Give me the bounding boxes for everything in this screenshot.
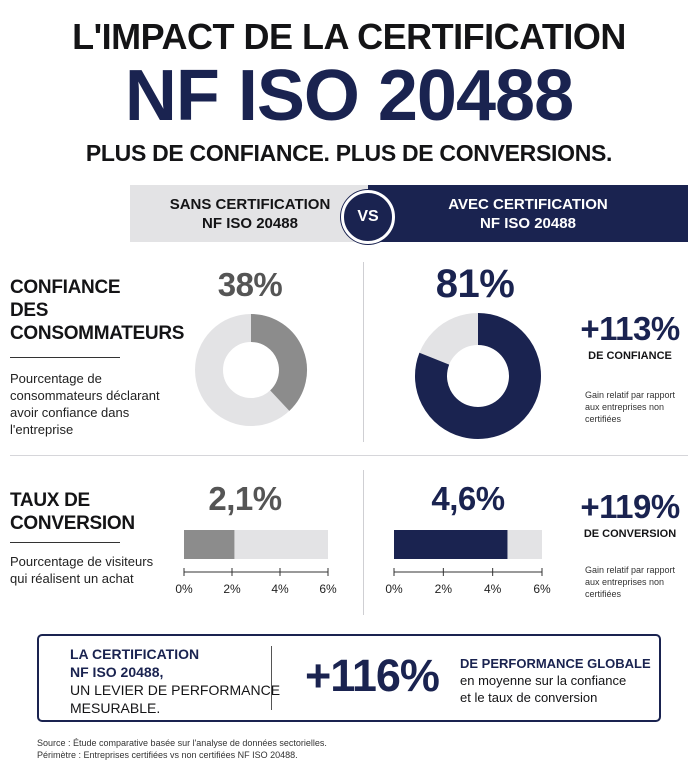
conversion-with-value: 4,6% <box>431 480 505 517</box>
confidence-rule <box>10 357 120 358</box>
confidence-without-arc <box>250 314 307 411</box>
divider-vertical-bottom <box>363 470 364 615</box>
confidence-title: CONFIANCE DES CONSOMMATEURS <box>10 276 184 345</box>
conversion-gain-note-3: certifiées <box>585 589 622 599</box>
confidence-gain-note-1: Gain relatif par rapport <box>585 390 676 400</box>
confidence-with-donut <box>415 313 541 439</box>
conversion-title-1: TAUX DE <box>10 490 90 511</box>
conversion-without-bar-chart: 0% 2% 4% 6% <box>175 530 337 596</box>
conversion-with-tick-label: 6% <box>533 582 551 596</box>
conversion-without-tick-label: 0% <box>175 582 193 596</box>
summary-divider <box>271 646 272 710</box>
without-label-1: SANS CERTIFICATION <box>169 196 331 213</box>
summary-right-1: DE PERFORMANCE GLOBALE <box>460 656 651 671</box>
summary-left-3: UN LEVIER DE PERFORMANCE <box>70 682 281 698</box>
conversion-gain: +119% <box>580 488 680 525</box>
confidence-desc-4: l'entreprise <box>10 422 74 437</box>
conversion-gain-note-2: aux entreprises non <box>585 577 665 587</box>
summary-left-2: NF ISO 20488, <box>70 664 164 680</box>
conversion-gain-note: Gain relatif par rapport aux entreprises… <box>585 564 675 600</box>
divider-vertical-top <box>363 262 364 442</box>
header-without-certification: SANS CERTIFICATION NF ISO 20488 <box>130 185 370 242</box>
summary-left-1: LA CERTIFICATION <box>70 646 200 662</box>
conversion-with-bar-chart: 0% 2% 4% 6% <box>385 530 551 596</box>
footer: Source : Étude comparative basée sur l'a… <box>37 737 327 761</box>
confidence-gain: +113% <box>580 310 680 347</box>
conversion-desc-1: Pourcentage de visiteurs <box>10 554 154 569</box>
summary-left-text: LA CERTIFICATION NF ISO 20488, UN LEVIER… <box>70 645 280 717</box>
confidence-description: Pourcentage de consommateurs déclarant a… <box>10 370 160 438</box>
conversion-with-tick-label: 0% <box>385 582 403 596</box>
summary-right-3: et le taux de conversion <box>460 690 598 705</box>
divider-horizontal <box>10 455 688 456</box>
confidence-with-arc <box>415 313 541 439</box>
confidence-title-2: DES <box>10 300 49 321</box>
title-line-2: NF ISO 20488 <box>124 56 574 136</box>
conversion-title-2: CONVERSION <box>10 513 135 534</box>
confidence-gain-note: Gain relatif par rapport aux entreprises… <box>585 389 675 425</box>
confidence-title-1: CONFIANCE <box>10 277 121 298</box>
conversion-without-tick-label: 6% <box>319 582 337 596</box>
summary-right-2: en moyenne sur la confiance <box>460 673 627 688</box>
tagline: PLUS DE CONFIANCE. PLUS DE CONVERSIONS. <box>85 140 613 166</box>
conversion-desc-2: qui réalisent un achat <box>10 571 134 586</box>
conversion-without-tick-label: 2% <box>223 582 241 596</box>
conversion-title: TAUX DE CONVERSION <box>10 489 135 535</box>
confidence-without-value: 38% <box>217 266 283 303</box>
conversion-with-tick-label: 4% <box>484 582 502 596</box>
conversion-description: Pourcentage de visiteurs qui réalisent u… <box>10 553 153 587</box>
confidence-gain-label: DE CONFIANCE <box>588 350 672 362</box>
confidence-gain-note-3: certifiées <box>585 414 622 424</box>
confidence-without-donut <box>195 314 307 426</box>
header-with-certification: AVEC CERTIFICATION NF ISO 20488 <box>368 185 688 242</box>
summary-big-value: +116% <box>305 650 440 701</box>
conversion-without-tick-label: 4% <box>271 582 289 596</box>
summary-left-4: MESURABLE. <box>70 700 161 716</box>
conversion-with-tick-label: 2% <box>435 582 453 596</box>
conversion-rule <box>10 542 120 543</box>
conversion-gain-note-1: Gain relatif par rapport <box>585 565 676 575</box>
without-label-2: NF ISO 20488 <box>202 215 298 232</box>
with-label-2: NF ISO 20488 <box>480 215 576 232</box>
vs-badge: VS <box>341 190 395 244</box>
confidence-desc-1: Pourcentage de <box>10 371 102 386</box>
conversion-without-value: 2,1% <box>208 480 282 517</box>
confidence-desc-3: avoir confiance dans <box>10 405 130 420</box>
confidence-with-value: 81% <box>435 262 515 306</box>
confidence-gain-note-2: aux entreprises non <box>585 402 665 412</box>
footer-source: Source : Étude comparative basée sur l'a… <box>37 738 327 748</box>
summary-right-text: DE PERFORMANCE GLOBALE en moyenne sur la… <box>460 655 651 706</box>
conversion-with-bar-fill <box>394 530 508 559</box>
conversion-gain-label: DE CONVERSION <box>583 528 677 540</box>
footer-scope: Périmètre : Entreprises certifiées vs no… <box>37 750 298 760</box>
confidence-title-3: CONSOMMATEURS <box>10 323 185 344</box>
conversion-without-bar-fill <box>184 530 235 559</box>
summary-box <box>37 634 661 722</box>
with-label-1: AVEC CERTIFICATION <box>448 196 608 213</box>
confidence-desc-2: consommateurs déclarant <box>10 388 160 403</box>
title-line-1: L'IMPACT DE LA CERTIFICATION <box>72 16 626 57</box>
